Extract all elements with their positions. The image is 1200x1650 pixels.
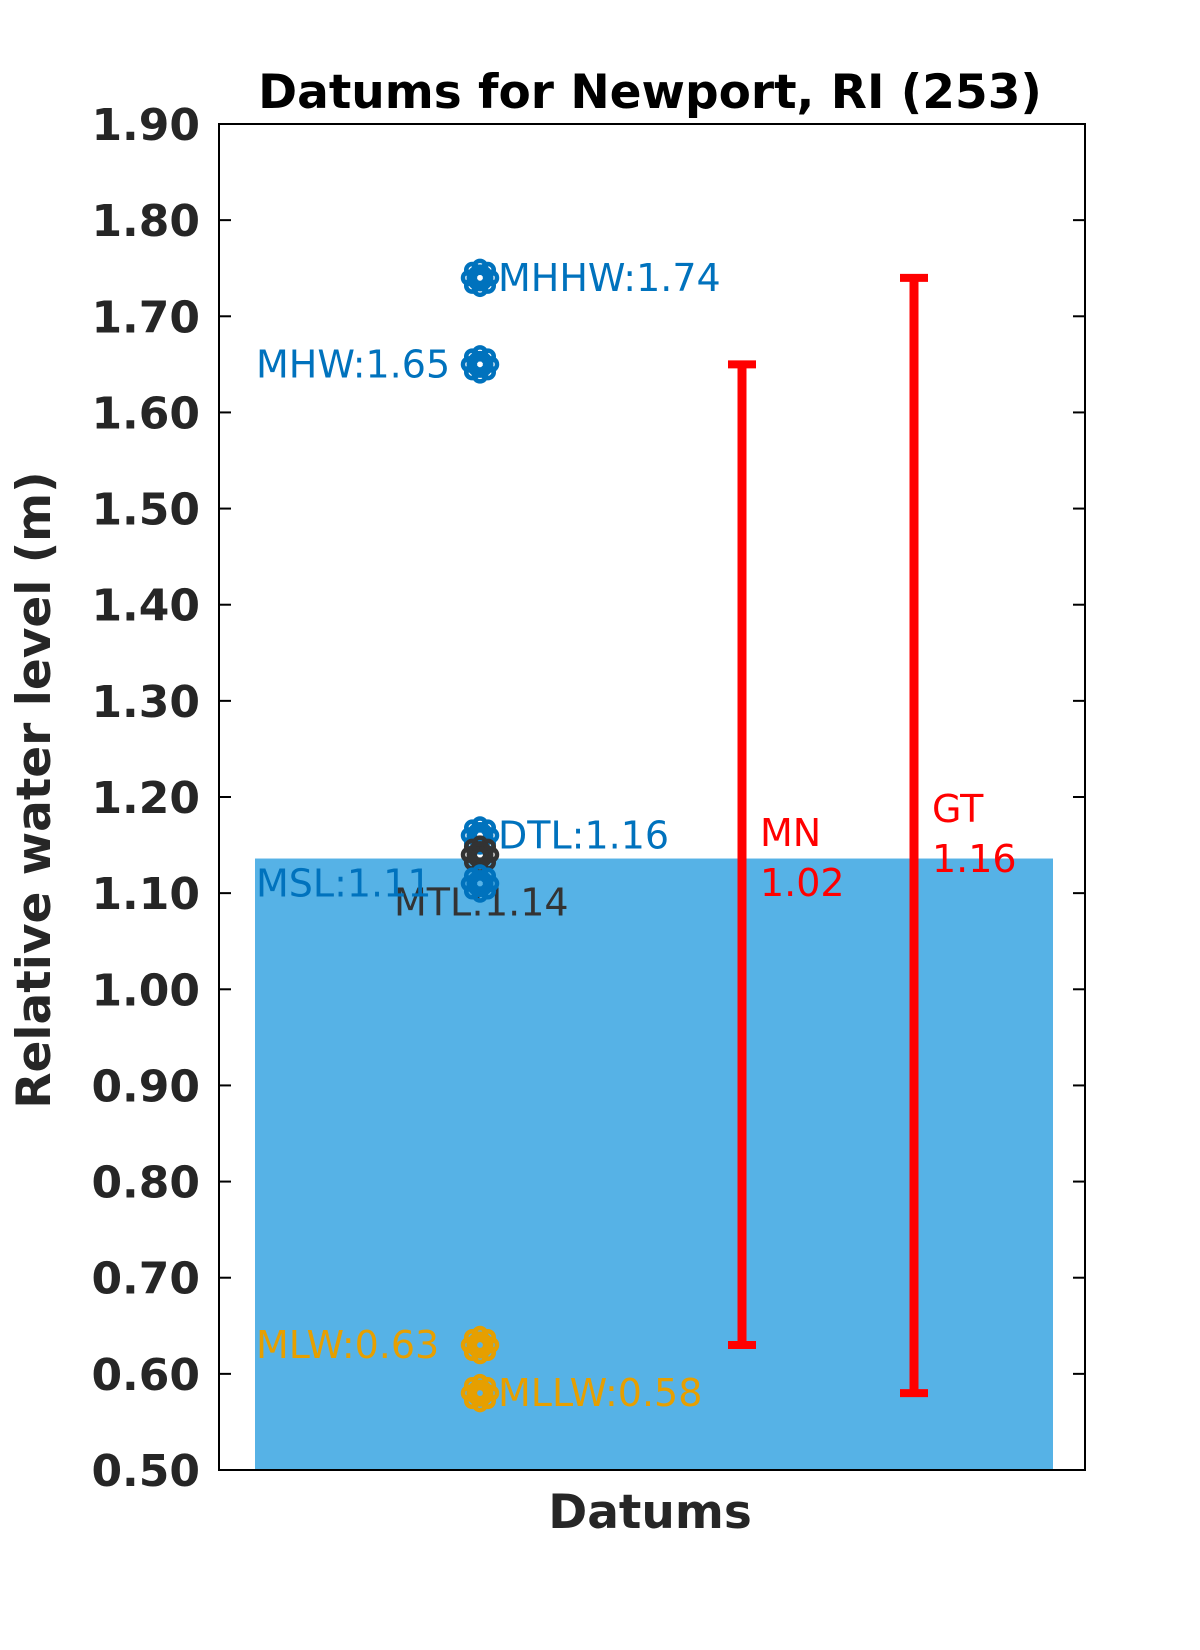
y-tick-label: 1.40 [91, 581, 200, 632]
datum-marker-dot [463, 1392, 481, 1410]
datum-marker-dot [463, 883, 481, 900]
y-tick-label: 1.00 [91, 965, 200, 1016]
datum-label-mlw: MLW:0.63 [256, 1323, 439, 1367]
range-label-gt: GT [932, 787, 984, 831]
datum-label-mhhw: MHHW:1.74 [498, 256, 721, 300]
plot-area: 0.50 0.60 0.70 0.80 0.90 1.00 1.10 1.20 1.30 1.40… [91, 100, 1086, 1497]
datum-marker-mhw [460, 345, 500, 384]
datum-marker-dot [479, 867, 497, 885]
datum-marker-dot [479, 1377, 497, 1394]
datum-marker-dot [479, 261, 497, 279]
y-tick-label: 1.10 [91, 869, 200, 920]
y-tick-label: 1.30 [91, 677, 200, 728]
datum-marker-dot [479, 1344, 497, 1362]
datum-marker-dot [479, 838, 497, 856]
datum-marker-dot [463, 261, 481, 279]
datum-marker-dot [479, 819, 497, 836]
chart-title: Datums for Newport, RI (253) [258, 65, 1042, 120]
y-tick-label: 1.50 [91, 485, 200, 536]
datum-marker-mlw [460, 1325, 500, 1365]
y-tick-label: 0.60 [91, 1350, 200, 1401]
y-tick-label: 0.70 [91, 1254, 200, 1305]
datum-marker-dot [479, 1328, 497, 1346]
datum-label-mllw: MLLW:0.58 [498, 1371, 702, 1415]
datum-marker-dot [479, 1392, 497, 1410]
datum-marker-dot [463, 1377, 481, 1394]
datum-marker-dot [479, 277, 497, 294]
datum-label-mhw: MHW:1.65 [256, 342, 450, 386]
datum-marker-mllw [460, 1373, 500, 1413]
datum-marker-ring [466, 350, 494, 378]
datum-marker-ring [466, 264, 494, 292]
x-axis-label: Datums [548, 1485, 752, 1540]
data-bar [255, 858, 1053, 1470]
datum-marker-dot [463, 363, 481, 381]
datum-marker-dot [463, 1344, 481, 1362]
y-tick-label: 1.90 [91, 100, 200, 151]
datum-marker-ring [466, 870, 494, 898]
y-axis-label: Relative water level (m) [7, 471, 62, 1108]
datum-marker-dot [463, 838, 481, 856]
datum-marker-dot [479, 348, 497, 365]
y-tick-label: 0.80 [91, 1158, 200, 1209]
y-tick-label: 1.60 [91, 388, 200, 439]
range-label-mn: MN [760, 811, 821, 855]
range-value-gt: 1.16 [932, 837, 1017, 881]
y-tick-label: 1.20 [91, 773, 200, 824]
datum-marker-dot [479, 363, 497, 381]
datum-marker-dot [463, 867, 481, 885]
datum-marker-dot [463, 1328, 481, 1346]
datum-label-msl: MSL:1.11 [256, 862, 432, 906]
y-tick-label: 1.80 [91, 196, 200, 247]
y-tick-label: 1.70 [91, 292, 200, 343]
datum-marker-ring [466, 1379, 494, 1407]
datum-marker-dot [479, 883, 497, 900]
y-tick-label: 0.90 [91, 1061, 200, 1112]
datum-marker-ring [466, 1331, 494, 1359]
range-value-mn: 1.02 [760, 861, 845, 905]
datum-marker-dot [463, 819, 481, 836]
datum-label-dtl: DTL:1.16 [498, 813, 669, 857]
datum-marker-dot [463, 277, 481, 294]
y-tick-label: 0.50 [91, 1446, 200, 1497]
datum-marker-mhhw [460, 258, 500, 298]
datum-marker-msl [460, 864, 500, 903]
datum-marker-dot [463, 348, 481, 365]
